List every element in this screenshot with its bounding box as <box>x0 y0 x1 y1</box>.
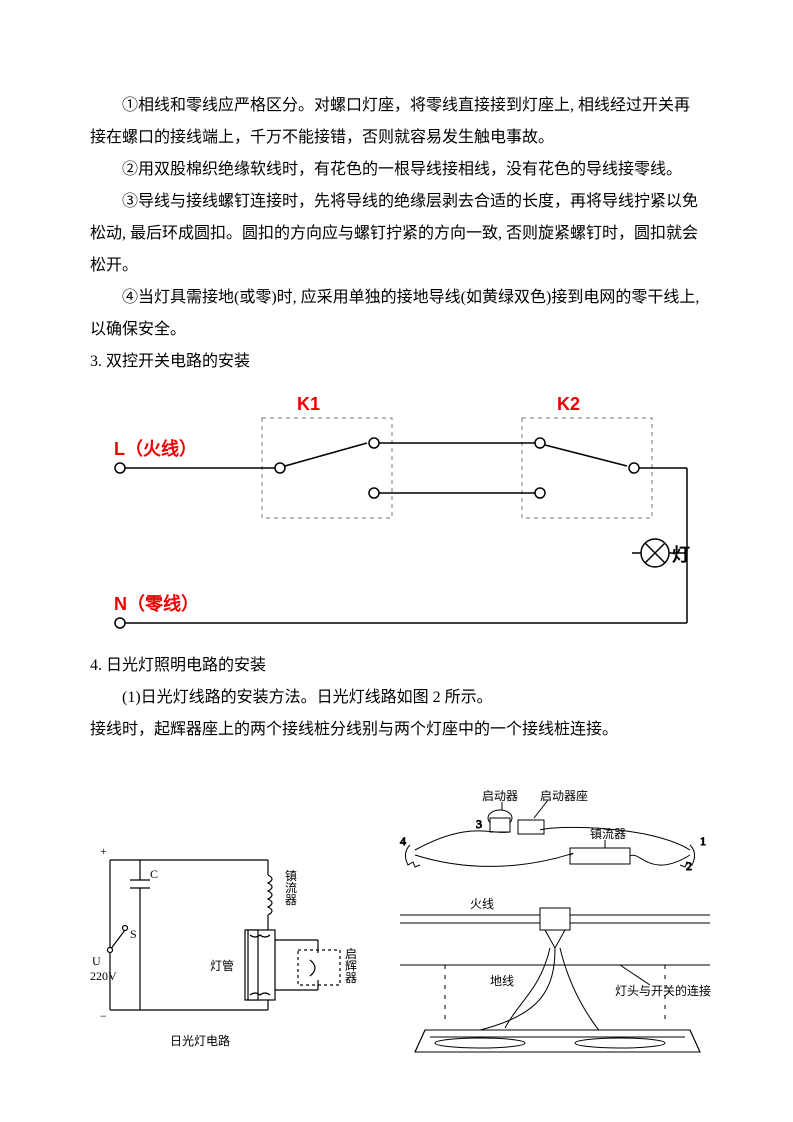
minus-label: − <box>100 1009 107 1023</box>
ground-lbl: 地线 <box>490 974 514 988</box>
l-label: L（火线） <box>114 438 197 459</box>
k2-label: K2 <box>557 394 580 414</box>
para-4: ④当灯具需接地(或零)时, 应采用单独的接地导线(如黄绿双色)接到电网的零干线上… <box>90 282 703 346</box>
ballast-label: 镇流器 <box>285 869 297 907</box>
svg-text:3: 3 <box>476 817 482 831</box>
conn-lbl: 灯头与开关的连接 <box>615 983 711 998</box>
svg-text:2: 2 <box>686 859 692 873</box>
para-5: (1)日光灯线路的安装方法。日光灯线路如图 2 所示。 <box>90 682 703 714</box>
section-4-title: 4. 日光灯照明电路的安装 <box>90 650 703 682</box>
ballast-lbl: 镇流器 <box>590 827 626 841</box>
fluorescent-wiring-illustration: 4 3 1 2 启动器 启动器座 镇流器 <box>390 790 720 1085</box>
starter-lbl: 启动器 <box>482 790 518 803</box>
k1-label: K1 <box>297 394 320 414</box>
section-3-title: 3. 双控开关电路的安装 <box>90 346 703 378</box>
plus-label: + <box>100 844 107 858</box>
starter-label: 启辉器 <box>345 947 357 985</box>
v-label: 220V <box>90 969 117 983</box>
u-label: U <box>92 954 101 968</box>
para-1: ①相线和零线应严格区分。对螺口灯座，将零线直接接到灯座上, 相线经过开关再接在螺… <box>90 90 703 154</box>
starter-seat-lbl: 启动器座 <box>540 790 588 803</box>
para-2: ②用双股棉织绝缘软线时，有花色的一根导线接相线，没有花色的导线接零线。 <box>90 154 703 186</box>
para-3: ③导线与接线螺钉连接时，先将导线的绝缘层剥去合适的长度，再将导线拧紧以免松动, … <box>90 186 703 282</box>
c-label: C <box>150 867 158 881</box>
n-label: N（零线） <box>114 593 199 614</box>
circuit-lines <box>115 438 687 628</box>
live-lbl: 火线 <box>470 897 494 911</box>
tube-label: 灯管 <box>210 958 234 973</box>
svg-text:4: 4 <box>400 834 406 848</box>
para-6: 接线时，起辉器座上的两个接线桩分线别与两个灯座中的一个接线桩连接。 <box>90 714 703 746</box>
s-label: S <box>130 927 137 941</box>
left-caption: 日光灯电路 <box>170 1033 230 1048</box>
two-way-switch-diagram: K1 K2 L（火线） N（零线） 灯 <box>92 388 702 650</box>
fluorescent-circuit-diagram: + − C U 220V S 镇流器 灯管 启辉器 日光灯电路 <box>90 830 370 1075</box>
svg-text:1: 1 <box>700 834 706 848</box>
